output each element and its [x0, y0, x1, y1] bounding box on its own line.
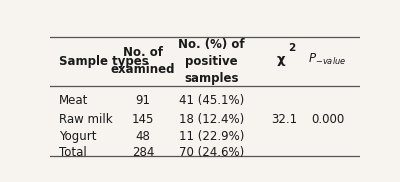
Text: No. of
examined: No. of examined	[111, 46, 175, 76]
Text: 18 (12.4%): 18 (12.4%)	[178, 113, 244, 126]
Text: 70 (24.6%): 70 (24.6%)	[178, 146, 244, 159]
Text: 145: 145	[132, 113, 154, 126]
Text: χ: χ	[277, 53, 285, 66]
Text: 41 (45.1%): 41 (45.1%)	[178, 94, 244, 107]
Text: $\it{P}$$\mathit{_{-value}}$: $\it{P}$$\mathit{_{-value}}$	[308, 52, 346, 67]
Text: 11 (22.9%): 11 (22.9%)	[178, 130, 244, 143]
Text: Sample types: Sample types	[59, 55, 149, 68]
Text: 0.000: 0.000	[311, 113, 344, 126]
Text: Yogurt: Yogurt	[59, 130, 97, 143]
Text: 32.1: 32.1	[271, 113, 297, 126]
Text: Total: Total	[59, 146, 87, 159]
Text: 91: 91	[136, 94, 150, 107]
Text: Raw milk: Raw milk	[59, 113, 113, 126]
Text: No. (%) of
positive
samples: No. (%) of positive samples	[178, 37, 244, 85]
Text: 2: 2	[288, 43, 296, 54]
Text: 284: 284	[132, 146, 154, 159]
Text: Meat: Meat	[59, 94, 89, 107]
Text: 48: 48	[136, 130, 150, 143]
